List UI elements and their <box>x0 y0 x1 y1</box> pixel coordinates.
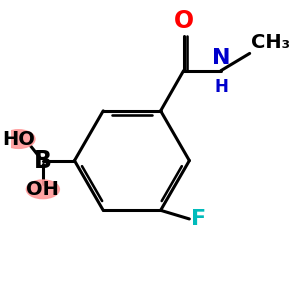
Text: OH: OH <box>26 180 59 199</box>
Ellipse shape <box>2 130 35 148</box>
Text: B: B <box>34 148 52 172</box>
Text: HO: HO <box>2 130 35 148</box>
Ellipse shape <box>26 180 59 199</box>
Text: H: H <box>214 78 228 96</box>
Text: F: F <box>191 209 206 229</box>
Text: CH₃: CH₃ <box>251 33 290 52</box>
Text: O: O <box>173 9 194 33</box>
Text: N: N <box>212 48 230 68</box>
